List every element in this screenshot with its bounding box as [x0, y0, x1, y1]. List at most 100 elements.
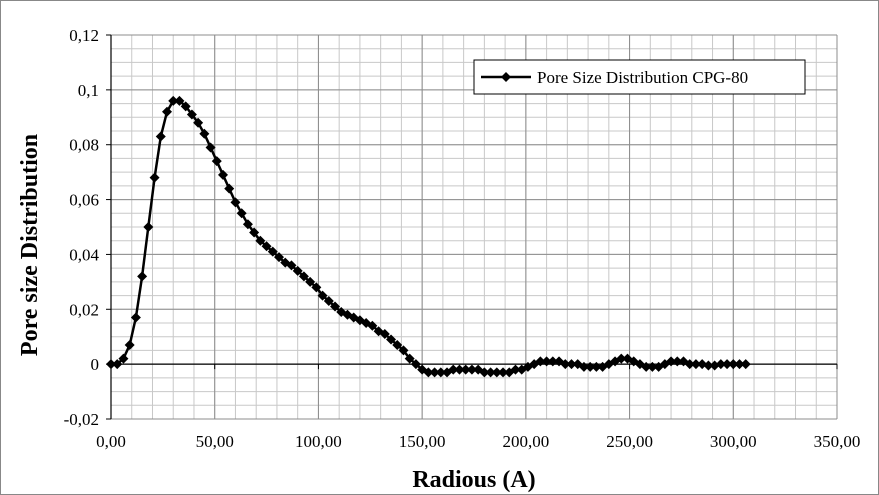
y-tick-label: 0,12	[69, 26, 99, 45]
data-point	[722, 359, 733, 370]
data-point	[585, 361, 596, 372]
data-point	[118, 353, 129, 364]
data-point	[498, 367, 509, 378]
data-point	[130, 312, 141, 323]
legend-marker	[501, 72, 511, 82]
data-point	[535, 356, 546, 367]
data-point	[230, 197, 241, 208]
data-point	[236, 208, 247, 219]
data-point	[137, 271, 148, 282]
x-tick-label: 0,00	[96, 432, 126, 451]
data-point	[218, 169, 229, 180]
data-point	[466, 364, 477, 375]
data-point	[410, 359, 421, 370]
data-point	[224, 183, 235, 194]
data-point	[510, 364, 521, 375]
data-point	[211, 156, 222, 167]
data-point	[690, 359, 701, 370]
data-point	[255, 235, 266, 246]
data-point	[435, 367, 446, 378]
data-point	[541, 356, 552, 367]
data-point	[740, 359, 751, 370]
data-point	[672, 356, 683, 367]
data-point	[193, 117, 204, 128]
data-point	[274, 252, 285, 263]
data-point	[404, 353, 415, 364]
data-point	[491, 367, 502, 378]
data-point	[205, 142, 216, 153]
x-tick-label: 250,00	[606, 432, 653, 451]
data-point	[186, 109, 197, 120]
data-point	[330, 301, 341, 312]
data-point	[162, 106, 173, 117]
data-point	[286, 260, 297, 271]
data-point	[242, 219, 253, 230]
data-point	[180, 101, 191, 112]
x-tick-labels: 0,00 50,00 100,00 150,00 200,00 250,00 300,00 3…	[96, 432, 860, 451]
data-point	[398, 345, 409, 356]
data-point	[616, 353, 627, 364]
data-point	[429, 367, 440, 378]
y-tick-label: 0,06	[69, 191, 99, 210]
data-point	[715, 359, 726, 370]
data-point	[124, 339, 135, 350]
data-point	[728, 359, 739, 370]
x-tick-label: 50,00	[196, 432, 234, 451]
x-tick-label: 300,00	[710, 432, 757, 451]
data-point	[155, 131, 166, 142]
data-point	[666, 356, 677, 367]
data-point	[174, 95, 185, 106]
y-tick-label: 0,1	[78, 81, 99, 100]
x-tick-label: 200,00	[502, 432, 549, 451]
data-point	[112, 359, 123, 370]
data-point	[460, 364, 471, 375]
y-tick-label: 0,04	[69, 245, 99, 264]
data-point	[386, 334, 397, 345]
y-tick-label: 0	[91, 355, 100, 374]
data-point	[566, 359, 577, 370]
data-point	[647, 361, 658, 372]
data-point	[149, 172, 160, 183]
data-point	[367, 320, 378, 331]
data-point	[560, 359, 571, 370]
x-tick-label: 100,00	[295, 432, 342, 451]
data-point	[317, 290, 328, 301]
data-point	[143, 222, 154, 232]
data-point	[305, 276, 316, 287]
data-point	[448, 364, 459, 375]
y-tick-labels: -0,02 0 0,02 0,04 0,06 0,08 0,1 0,12	[64, 26, 100, 429]
series-group	[106, 95, 751, 378]
y-tick-label: 0,08	[69, 136, 99, 155]
data-point	[199, 128, 210, 139]
data-point	[311, 282, 322, 293]
data-point	[106, 359, 116, 370]
x-tick-label: 150,00	[399, 432, 446, 451]
data-point	[641, 361, 652, 372]
data-point	[578, 361, 589, 372]
x-axis-title: Radious (A)	[412, 467, 535, 493]
y-tick-label: -0,02	[64, 410, 99, 429]
data-point	[261, 241, 272, 252]
data-point	[591, 361, 602, 372]
data-point	[292, 265, 303, 276]
data-point	[249, 227, 260, 238]
data-point	[734, 359, 745, 370]
x-tick-label: 350,00	[814, 432, 861, 451]
y-tick-label: 0,02	[69, 300, 99, 319]
data-point	[423, 367, 434, 378]
data-point	[168, 95, 179, 106]
data-point	[379, 328, 390, 339]
data-point	[298, 271, 309, 282]
data-point	[684, 359, 695, 370]
legend: Pore Size Distribution CPG-80	[473, 59, 806, 95]
data-point	[323, 296, 334, 307]
data-point	[504, 367, 515, 378]
y-axis-title: Pore size Distribution	[17, 134, 43, 356]
data-point	[392, 339, 403, 350]
data-point	[485, 367, 496, 378]
data-point	[547, 356, 558, 367]
legend-entry-label: Pore Size Distribution CPG-80	[537, 68, 748, 87]
data-point	[479, 367, 490, 378]
